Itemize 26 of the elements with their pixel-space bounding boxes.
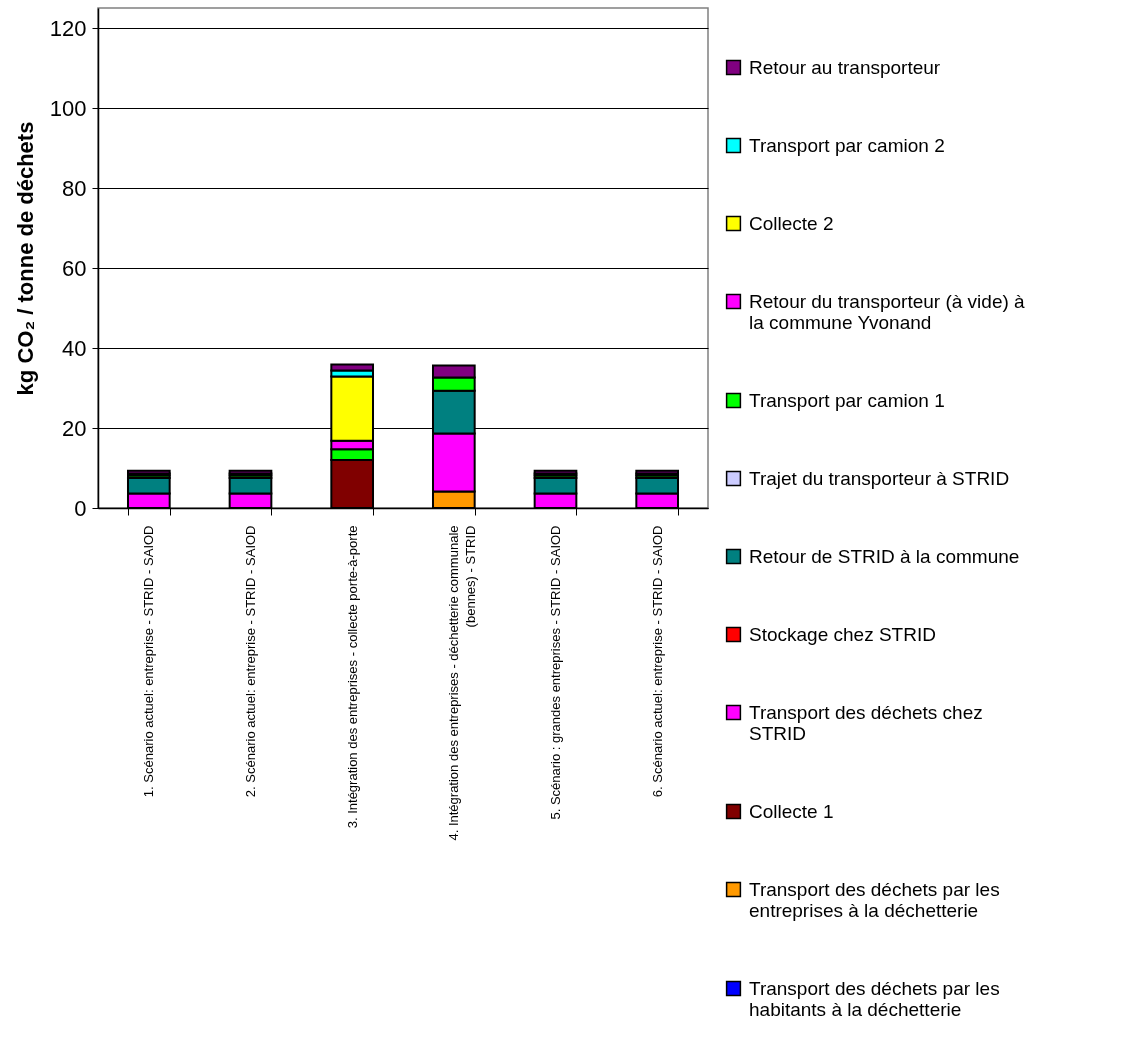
- y-tick-label: 80: [62, 175, 87, 201]
- y-axis-title: kg CO₂ / tonne de déchets: [12, 121, 38, 396]
- legend-label: Retour au transporteur: [749, 56, 941, 78]
- y-tick-label: 60: [62, 255, 87, 281]
- y-tick-label: 120: [49, 15, 87, 41]
- y-tick-label: 100: [49, 95, 87, 121]
- legend-label: Trajet du transporteur à STRID: [749, 467, 1010, 489]
- x-tick-label: 3. Intégration des entreprises - collecte porte-à-porte: [344, 525, 360, 829]
- x-tick-label: 6. Scénario actuel: entreprise - STRID - SAIOD: [649, 525, 665, 798]
- legend-label: Transport des déchets par les habitants à la déchetterie: [749, 977, 1000, 1020]
- x-tick-label: 5. Scénario : grandes entreprises - STRID - SAIOD: [548, 525, 563, 820]
- y-tick-label: 0: [74, 495, 87, 521]
- x-tick-label: 1. Scénario actuel: entreprise - STRID - SAIOD: [141, 525, 157, 798]
- legend-label: Stockage chez STRID: [749, 623, 936, 645]
- legend-label: Transport des déchets par les entreprises à la déchetterie: [749, 878, 1000, 921]
- legend-label: Transport par camion 1: [749, 389, 945, 411]
- x-tick-label: 4. Intégration des entreprises - déchetterie communale (bennes) - STRID: [446, 525, 479, 841]
- legend-label: Transport des déchets chez STRID: [749, 701, 983, 744]
- legend-label: Retour de STRID à la commune: [749, 545, 1020, 567]
- legend-label: Collecte 1: [749, 800, 834, 822]
- y-tick-label: 40: [62, 335, 87, 361]
- x-tick-label: 2. Scénario actuel: entreprise - STRID - SAIOD: [243, 525, 258, 798]
- y-tick-label: 20: [62, 415, 87, 441]
- legend-label: Retour du transporteur (à vide) à la commune Yvonand: [749, 290, 1026, 333]
- legend-label: Transport par camion 2: [749, 134, 945, 156]
- legend-label: Collecte 2: [749, 212, 834, 234]
